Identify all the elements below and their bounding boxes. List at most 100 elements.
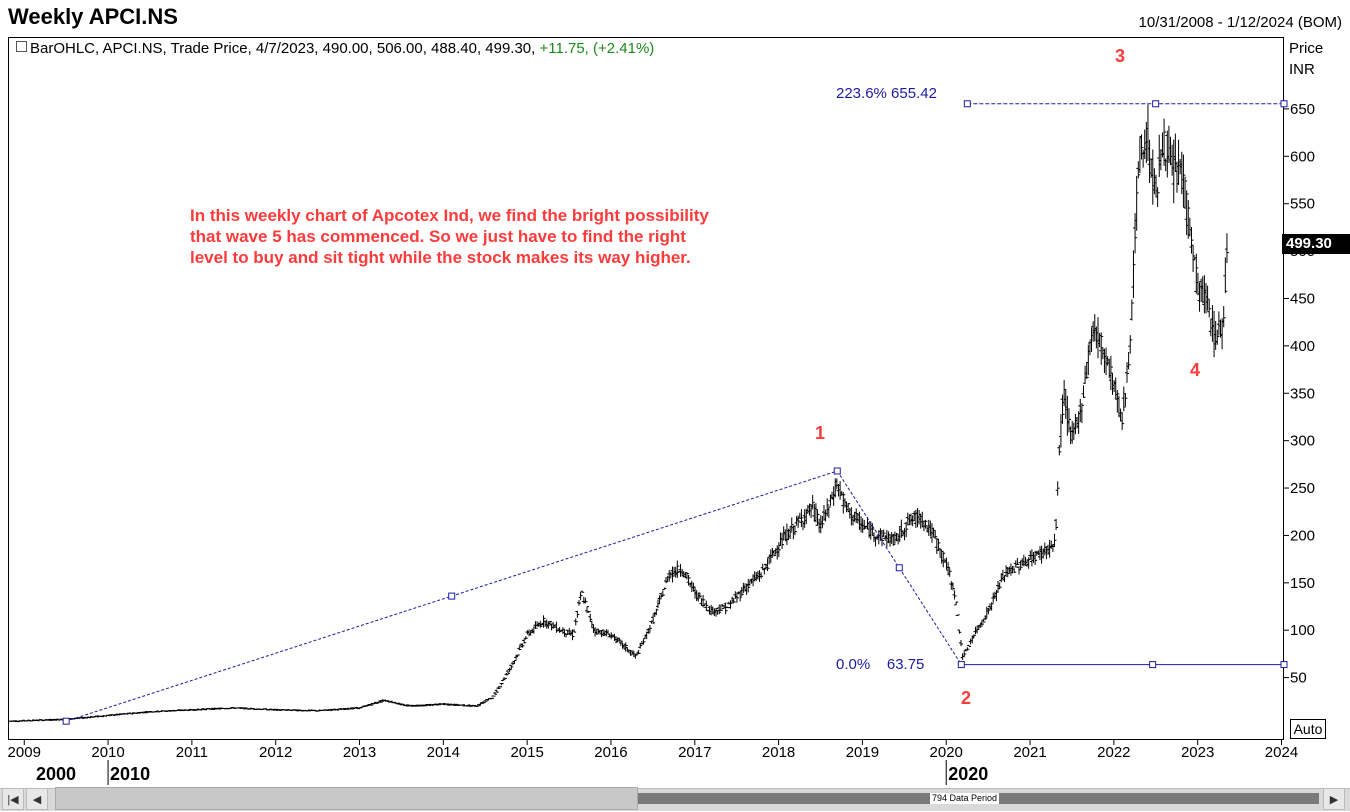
currency-label: INR <box>1289 61 1315 78</box>
x-tick-label: 2023 <box>1181 744 1214 761</box>
ohlc-bar <box>939 549 944 564</box>
ohlc-bar <box>576 600 581 606</box>
x-tick-label: 2016 <box>594 744 627 761</box>
price-axis-title: Price INR <box>1289 38 1323 80</box>
ohlc-bar <box>1017 566 1022 575</box>
auto-scale-button[interactable]: Auto <box>1290 719 1326 739</box>
ohlc-bar <box>1129 299 1134 321</box>
ohlc-bar <box>1099 332 1104 365</box>
ohlc-bar <box>1221 306 1226 328</box>
chart-title: Weekly APCI.NS <box>8 4 178 29</box>
scrollbar-thumb[interactable] <box>55 787 638 810</box>
x-tick-label: 2018 <box>762 744 795 761</box>
ohlc-bar <box>931 527 936 538</box>
y-tick-label: 400 <box>1290 338 1315 355</box>
ohlc-bar <box>1018 560 1023 570</box>
y-tick-label: 650 <box>1290 101 1315 118</box>
ohlc-bar <box>881 529 886 537</box>
x-tick-label: 2020 <box>930 744 963 761</box>
y-tick-label: 300 <box>1290 433 1315 450</box>
scroll-right-icon[interactable]: ▶ <box>1323 788 1345 810</box>
ohlc-bar <box>957 629 962 634</box>
price-chart: 50100150200250300350400450500550600650 2… <box>8 100 1315 785</box>
y-axis: 50100150200250300350400450500550600650 <box>1284 101 1315 687</box>
ohlc-bar <box>575 610 580 618</box>
ohlc-bar <box>483 700 488 702</box>
ohlc-bar <box>1026 557 1031 569</box>
ohlc-bar <box>796 515 801 528</box>
ohlc-bar <box>523 636 528 640</box>
ohlc-bar <box>954 601 959 606</box>
ohlc-bar <box>704 600 709 611</box>
trendline-handle <box>62 717 70 725</box>
ohlc-bar <box>396 702 401 704</box>
wave-label-3: 3 <box>1115 46 1126 66</box>
ohlc-bar <box>1133 213 1138 254</box>
y-tick-label: 550 <box>1290 196 1315 213</box>
period-label: 794 Data Period <box>930 793 1000 804</box>
ohlc-bar <box>938 547 943 557</box>
ohlc-bar <box>475 705 480 707</box>
legend-text: BarOHLC, APCI.NS, Trade Price, 4/7/2023,… <box>30 40 540 57</box>
ohlc-bar <box>946 561 951 576</box>
ohlc-bar <box>986 607 991 615</box>
ohlc-bar <box>1121 386 1126 412</box>
ohlc-bar <box>1060 394 1065 424</box>
ohlc-bar <box>1079 403 1084 424</box>
ohlc-bar <box>958 640 963 647</box>
x-tick-label: 2017 <box>678 744 711 761</box>
ohlc-bar <box>1125 362 1130 383</box>
scroll-left-icon[interactable]: ◀ <box>26 788 48 810</box>
ohlc-bar <box>1118 408 1123 422</box>
y-tick-label: 100 <box>1290 622 1315 639</box>
fib-handle <box>1280 100 1288 108</box>
ohlc-bar <box>950 582 955 591</box>
ohlc-bar <box>971 634 976 638</box>
ohlc-bar <box>636 650 641 654</box>
annotation-text: In this weekly chart of Apcotex Ind, we … <box>190 206 709 267</box>
x-tick-label: 2022 <box>1097 744 1130 761</box>
wave-1-2-line <box>836 470 962 665</box>
fib-label-223: 223.6% 655.42 <box>836 85 937 102</box>
ohlc-bar <box>904 521 909 538</box>
ohlc-bar <box>510 662 515 666</box>
ohlc-bar <box>731 597 736 604</box>
ohlc-bar <box>738 591 743 602</box>
ohlc-bar <box>583 597 588 604</box>
scroll-first-icon[interactable]: |◀ <box>2 788 24 810</box>
plot-area[interactable] <box>8 37 1284 740</box>
ohlc-bar <box>825 498 830 517</box>
ohlc-bar <box>588 613 593 622</box>
legend-box-icon <box>16 41 27 52</box>
ohlc-bar <box>997 582 1002 590</box>
ohlc-bar <box>1012 568 1017 574</box>
ohlc-bar <box>846 503 851 513</box>
ohlc-bar <box>697 593 702 599</box>
ohlc-bar <box>1126 351 1131 370</box>
ohlc-bar <box>328 709 333 712</box>
x-tick-label: 2010 <box>91 744 124 761</box>
ohlc-bar <box>489 697 494 700</box>
ohlc-bar <box>514 655 519 660</box>
ohlc-bar <box>1162 118 1167 166</box>
ohlc-bar <box>891 533 896 546</box>
ohlc-bar <box>788 526 793 540</box>
ohlc-bar <box>1131 250 1136 298</box>
ohlc-bar <box>1194 253 1199 294</box>
x-tick-label: 2024 <box>1265 744 1298 761</box>
ohlc-bar <box>1055 481 1060 496</box>
ohlc-bar <box>684 572 689 580</box>
ohlc-bar <box>641 639 646 645</box>
ohlc-bar <box>509 664 514 670</box>
last-price-badge: 499.30 <box>1282 234 1350 254</box>
legend-change: +11.75, (+2.41%) <box>539 40 655 57</box>
ohlc-bar <box>759 572 764 579</box>
ohlc-bar <box>792 525 797 536</box>
ohlc-bar <box>923 519 928 529</box>
trendline-handle <box>833 467 841 475</box>
ohlc-bar <box>813 503 818 523</box>
ohlc-bar <box>1021 554 1026 567</box>
ohlc-bar <box>515 654 520 657</box>
ohlc-bar <box>1015 557 1020 566</box>
x-tick-label: 2011 <box>176 744 208 761</box>
